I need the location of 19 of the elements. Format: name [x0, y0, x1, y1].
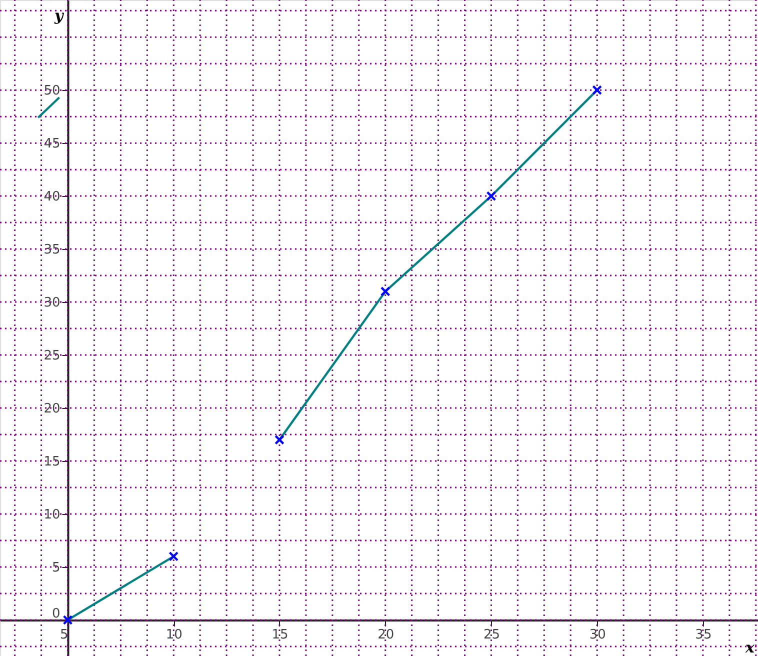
x-tick-label: 25	[483, 627, 500, 642]
y-axis-title: y	[54, 6, 65, 24]
y-tick-label: 50	[44, 84, 60, 99]
y-tick-label: 0	[52, 606, 60, 622]
y-tick-label: 25	[44, 348, 60, 364]
x-tick-label: 35	[695, 627, 712, 642]
y-tick-label: 20	[44, 402, 60, 417]
y-tick-label: 30	[44, 296, 60, 311]
y-tick-label: 40	[44, 190, 60, 205]
y-tick-label: 45	[44, 136, 60, 152]
y-tick-label: 5	[52, 560, 60, 576]
y-tick-label: 10	[44, 507, 60, 522]
x-tick-label: 30	[589, 627, 606, 642]
x-tick-label: 10	[166, 627, 182, 642]
x-axis-title: x	[744, 638, 756, 656]
x-tick-label: 15	[272, 627, 288, 642]
y-tick-label: 35	[44, 242, 60, 258]
y-tick-label: 15	[44, 454, 60, 470]
x-tick-label: 20	[378, 627, 394, 642]
